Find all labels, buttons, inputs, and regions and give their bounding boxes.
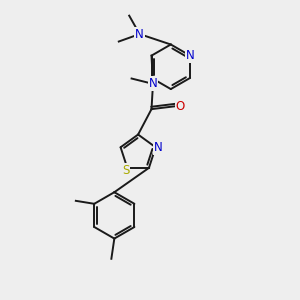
Text: N: N	[148, 77, 158, 90]
Text: S: S	[122, 164, 130, 177]
Text: N: N	[186, 49, 194, 62]
Text: O: O	[176, 100, 185, 113]
Text: N: N	[154, 141, 162, 154]
Text: N: N	[135, 28, 144, 40]
